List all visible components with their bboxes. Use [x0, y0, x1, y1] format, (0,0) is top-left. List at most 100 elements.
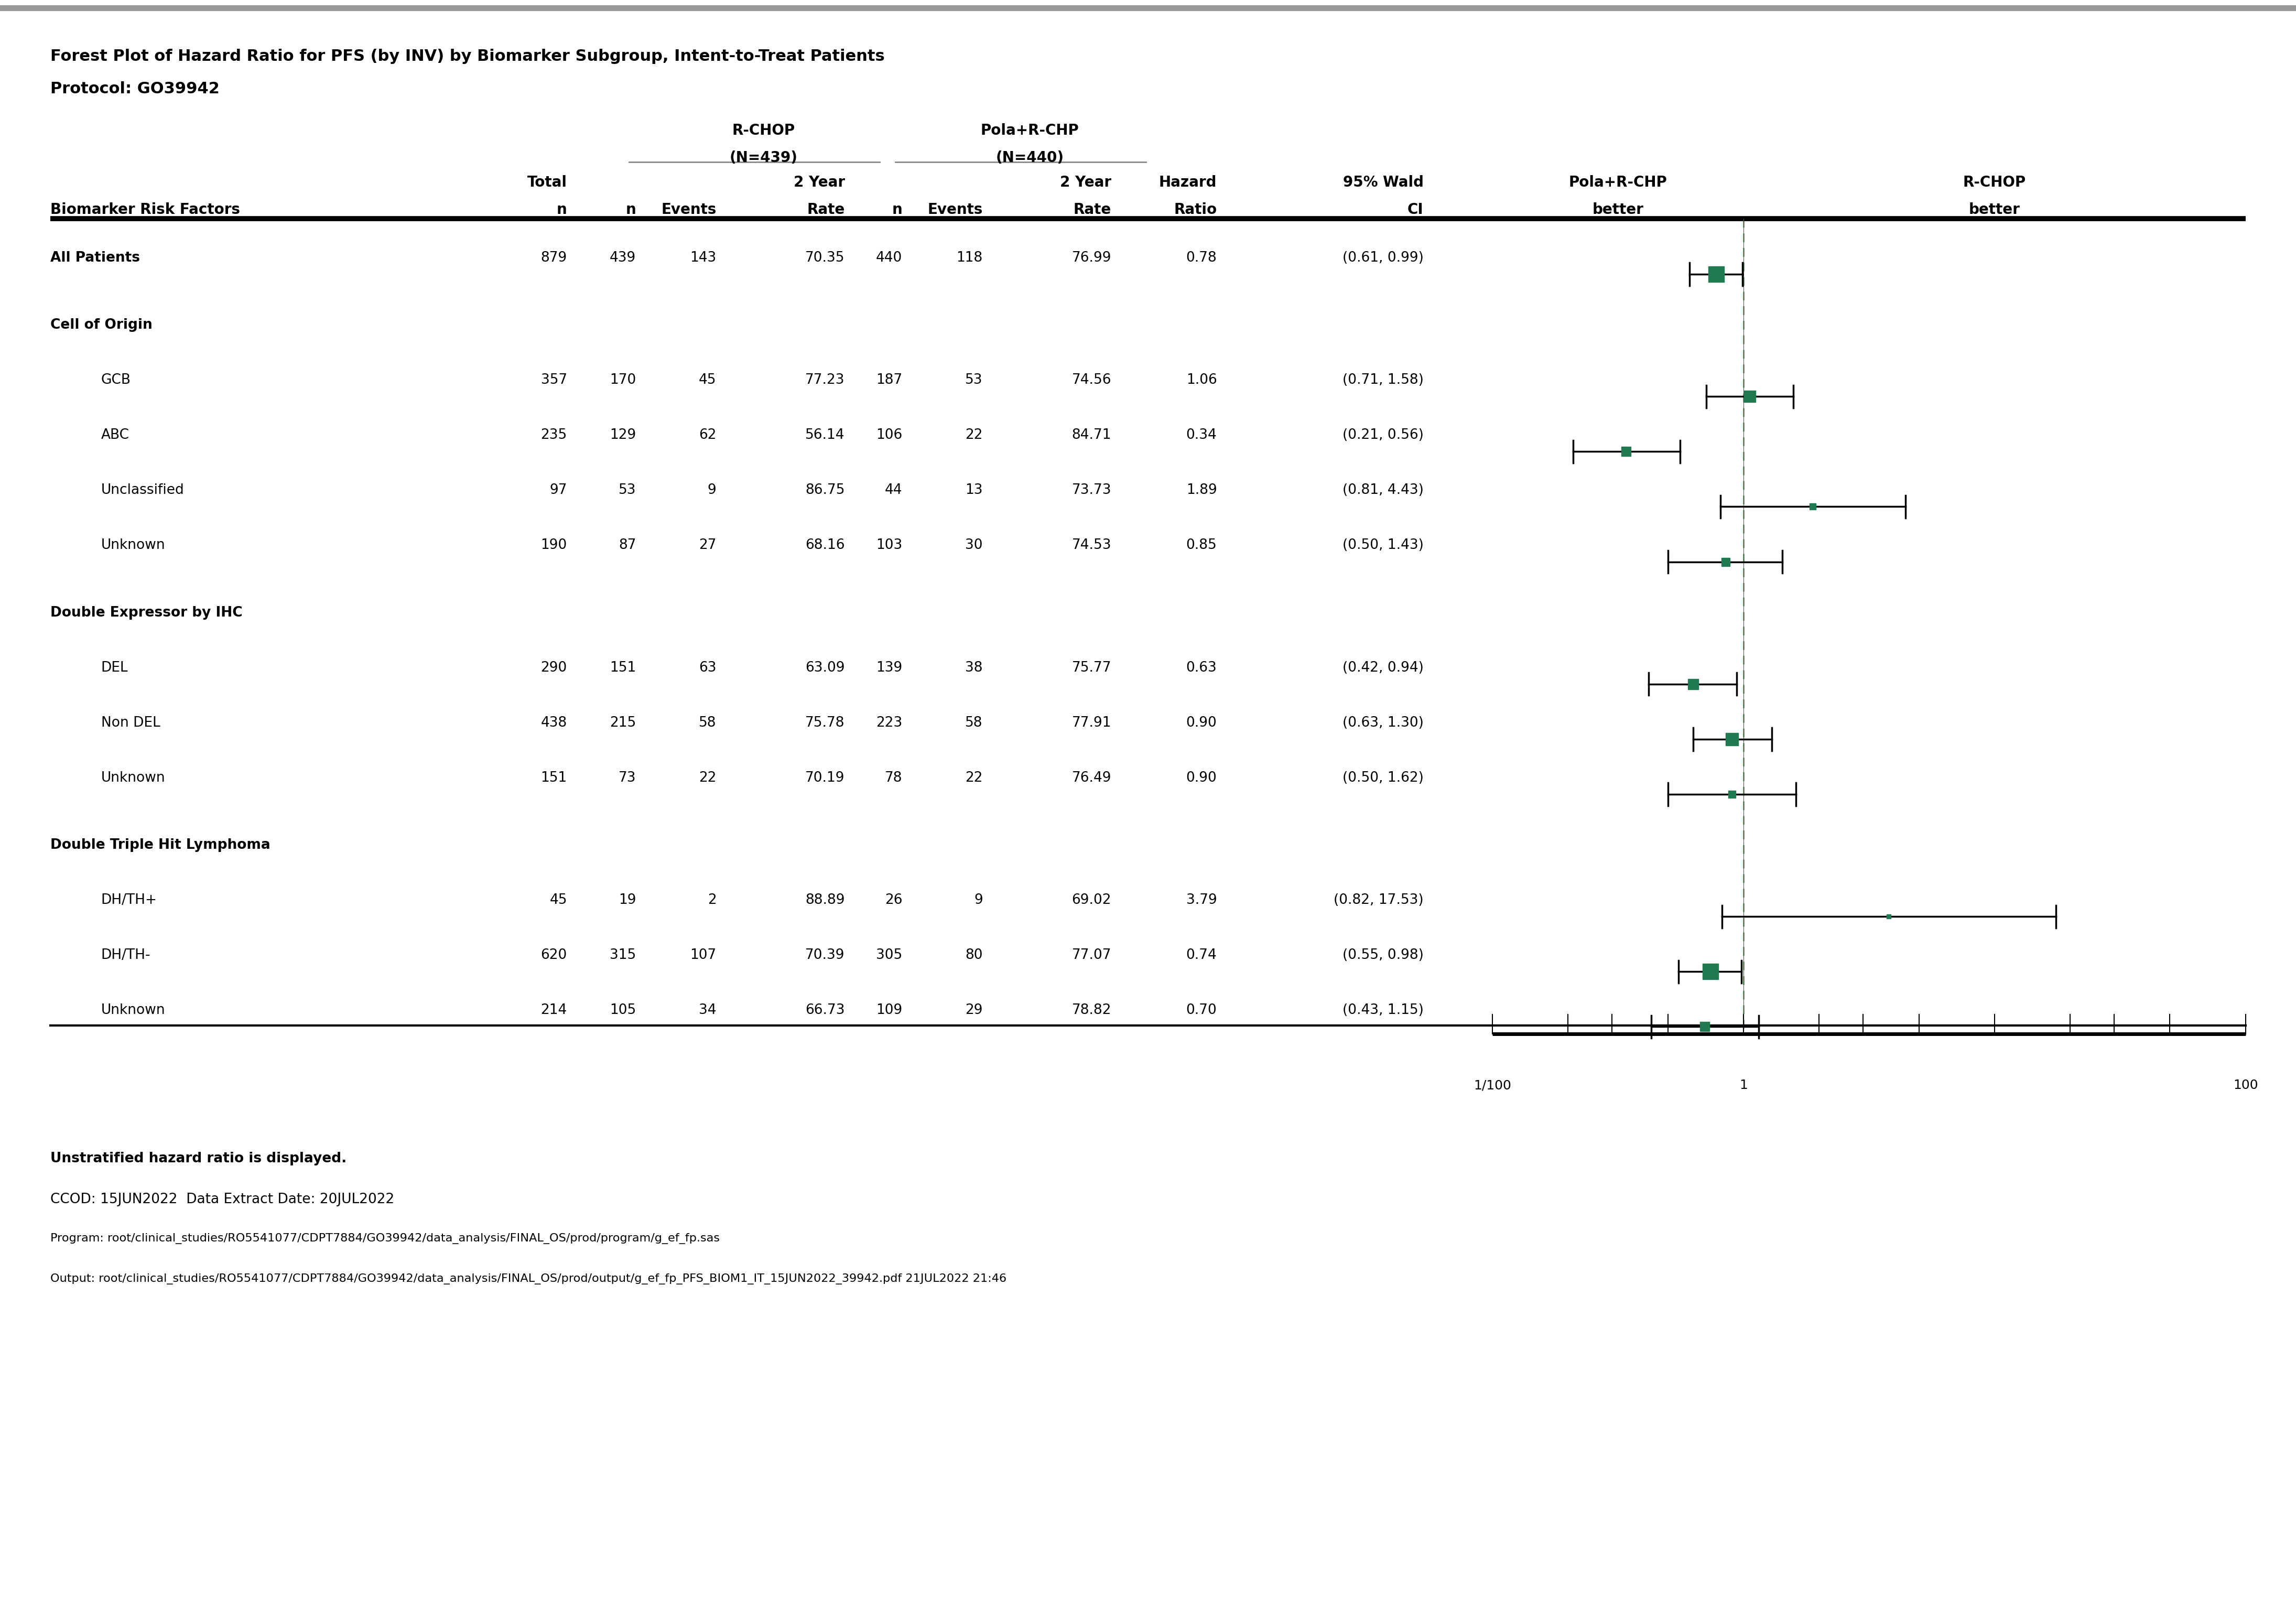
Text: 1/100: 1/100	[1474, 1079, 1511, 1092]
Text: 0.70: 0.70	[1187, 1004, 1217, 1017]
Text: 109: 109	[877, 1004, 902, 1017]
Text: 76.99: 76.99	[1072, 251, 1111, 264]
Text: 95% Wald: 95% Wald	[1343, 175, 1424, 190]
Text: 97: 97	[549, 484, 567, 497]
Text: (0.63, 1.30): (0.63, 1.30)	[1343, 716, 1424, 729]
Text: n: n	[891, 202, 902, 217]
Text: 78.82: 78.82	[1072, 1004, 1111, 1017]
Text: CI: CI	[1407, 202, 1424, 217]
Text: 9: 9	[707, 484, 716, 497]
Text: 58: 58	[964, 716, 983, 729]
Text: 68.16: 68.16	[806, 538, 845, 552]
Text: 440: 440	[877, 251, 902, 264]
Text: (0.42, 0.94): (0.42, 0.94)	[1343, 661, 1424, 674]
Text: Unknown: Unknown	[101, 1004, 165, 1017]
Text: Unknown: Unknown	[101, 538, 165, 552]
Text: 74.56: 74.56	[1072, 373, 1111, 387]
Text: 215: 215	[611, 716, 636, 729]
Text: 106: 106	[877, 429, 902, 442]
Text: 69.02: 69.02	[1072, 894, 1111, 907]
Text: Pola+R-CHP: Pola+R-CHP	[1568, 175, 1667, 190]
Text: Events: Events	[661, 202, 716, 217]
Text: 27: 27	[698, 538, 716, 552]
Text: Unstratified hazard ratio is displayed.: Unstratified hazard ratio is displayed.	[51, 1152, 347, 1166]
Text: 0.34: 0.34	[1187, 429, 1217, 442]
Text: 1.06: 1.06	[1187, 373, 1217, 387]
Text: 76.49: 76.49	[1072, 771, 1111, 784]
Text: 77.23: 77.23	[806, 373, 845, 387]
Text: 84.71: 84.71	[1072, 429, 1111, 442]
Text: 53: 53	[618, 484, 636, 497]
Text: 73.73: 73.73	[1072, 484, 1111, 497]
Text: n: n	[625, 202, 636, 217]
Text: 45: 45	[549, 894, 567, 907]
Text: R-CHOP: R-CHOP	[1963, 175, 2025, 190]
Text: R-CHOP: R-CHOP	[732, 123, 794, 138]
Text: DH/TH-: DH/TH-	[101, 949, 152, 962]
Text: Rate: Rate	[1075, 202, 1111, 217]
Text: 103: 103	[877, 538, 902, 552]
Text: Pola+R-CHP: Pola+R-CHP	[980, 123, 1079, 138]
Text: 63.09: 63.09	[806, 661, 845, 674]
Text: Events: Events	[928, 202, 983, 217]
Text: 2 Year: 2 Year	[794, 175, 845, 190]
Text: 315: 315	[611, 949, 636, 962]
Text: Output: root/clinical_studies/RO5541077/CDPT7884/GO39942/data_analysis/FINAL_OS/: Output: root/clinical_studies/RO5541077/…	[51, 1273, 1006, 1285]
Text: Rate: Rate	[808, 202, 845, 217]
Text: CCOD: 15JUN2022  Data Extract Date: 20JUL2022: CCOD: 15JUN2022 Data Extract Date: 20JUL…	[51, 1192, 395, 1207]
Text: 0.90: 0.90	[1187, 771, 1217, 784]
Text: 305: 305	[877, 949, 902, 962]
Text: 0.85: 0.85	[1187, 538, 1217, 552]
Text: 879: 879	[542, 251, 567, 264]
Text: 66.73: 66.73	[806, 1004, 845, 1017]
Text: 0.78: 0.78	[1187, 251, 1217, 264]
Text: 73: 73	[618, 771, 636, 784]
Text: 439: 439	[611, 251, 636, 264]
Text: 26: 26	[884, 894, 902, 907]
Text: Cell of Origin: Cell of Origin	[51, 318, 152, 332]
Text: Double Triple Hit Lymphoma: Double Triple Hit Lymphoma	[51, 839, 271, 852]
Text: Hazard: Hazard	[1159, 175, 1217, 190]
Text: 3.79: 3.79	[1187, 894, 1217, 907]
Text: DH/TH+: DH/TH+	[101, 894, 156, 907]
Text: (0.82, 17.53): (0.82, 17.53)	[1334, 894, 1424, 907]
Text: 70.35: 70.35	[806, 251, 845, 264]
Text: 129: 129	[611, 429, 636, 442]
Text: GCB: GCB	[101, 373, 131, 387]
Text: 438: 438	[542, 716, 567, 729]
Text: 58: 58	[698, 716, 716, 729]
Text: 88.89: 88.89	[806, 894, 845, 907]
Text: 87: 87	[618, 538, 636, 552]
Text: Double Expressor by IHC: Double Expressor by IHC	[51, 606, 243, 619]
Text: 2: 2	[707, 894, 716, 907]
Text: 1: 1	[1740, 1079, 1747, 1092]
Text: 75.77: 75.77	[1072, 661, 1111, 674]
Text: 22: 22	[698, 771, 716, 784]
Text: 34: 34	[698, 1004, 716, 1017]
Text: 63: 63	[698, 661, 716, 674]
Text: 0.63: 0.63	[1187, 661, 1217, 674]
Text: 170: 170	[611, 373, 636, 387]
Text: 70.19: 70.19	[806, 771, 845, 784]
Text: 22: 22	[964, 771, 983, 784]
Text: 151: 151	[542, 771, 567, 784]
Text: 100: 100	[2234, 1079, 2257, 1092]
Text: 62: 62	[698, 429, 716, 442]
Text: 13: 13	[964, 484, 983, 497]
Text: ABC: ABC	[101, 429, 129, 442]
Text: 620: 620	[542, 949, 567, 962]
Text: 105: 105	[611, 1004, 636, 1017]
Text: Unknown: Unknown	[101, 771, 165, 784]
Text: 38: 38	[964, 661, 983, 674]
Text: 30: 30	[964, 538, 983, 552]
Text: DEL: DEL	[101, 661, 129, 674]
Text: 118: 118	[957, 251, 983, 264]
Text: Total: Total	[528, 175, 567, 190]
Text: 29: 29	[964, 1004, 983, 1017]
Text: 19: 19	[618, 894, 636, 907]
Text: 235: 235	[542, 429, 567, 442]
Text: 0.74: 0.74	[1187, 949, 1217, 962]
Text: 44: 44	[884, 484, 902, 497]
Text: 78: 78	[884, 771, 902, 784]
Text: (N=440): (N=440)	[996, 151, 1063, 165]
